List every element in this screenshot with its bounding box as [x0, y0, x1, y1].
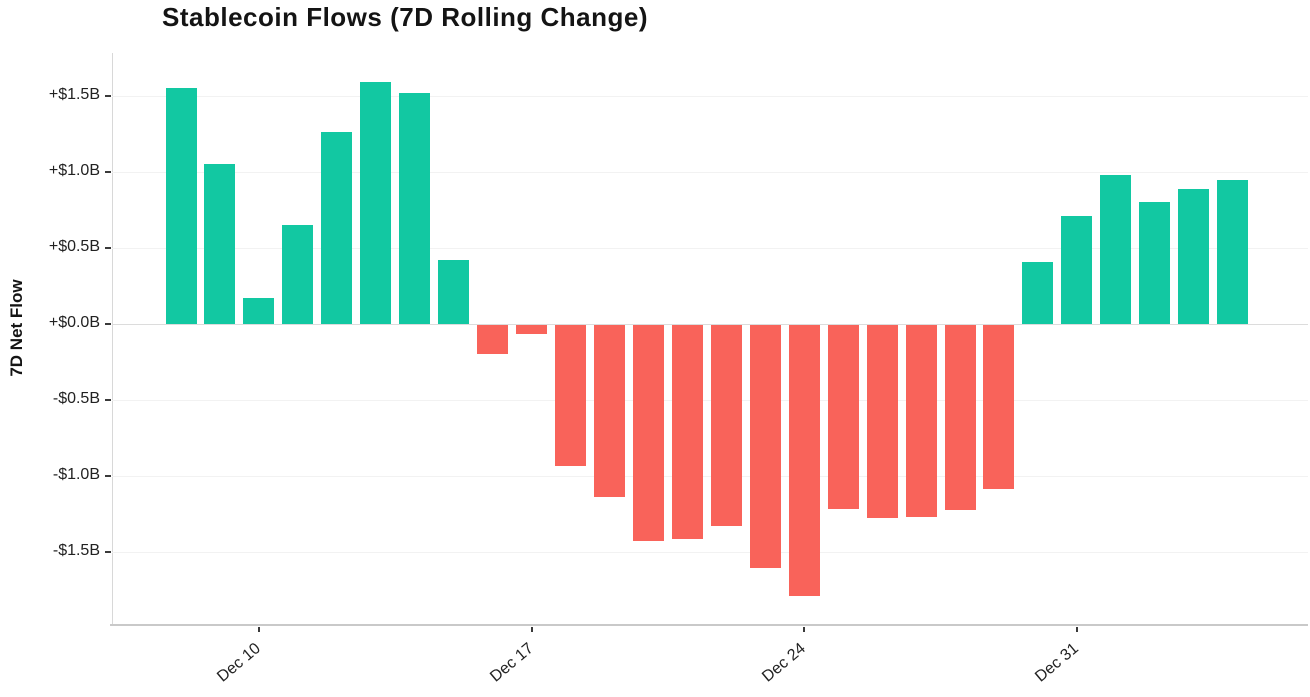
x-tick-label: Dec 17 [486, 640, 537, 686]
bar-dec-9[interactable] [204, 164, 236, 324]
bar-dec-19[interactable] [593, 325, 625, 497]
y-axis-tick [105, 551, 111, 553]
zero-baseline [112, 324, 1308, 325]
chart-title: Stablecoin Flows (7D Rolling Change) [162, 2, 649, 32]
bar-dec-10[interactable] [243, 298, 275, 324]
bar-dec-12[interactable] [321, 132, 353, 324]
x-axis-tick [530, 627, 533, 632]
bar-dec-26[interactable] [866, 325, 898, 519]
bar-dec-29[interactable] [983, 325, 1015, 490]
bar-jan-3[interactable] [1178, 188, 1210, 324]
y-axis-tick [105, 399, 111, 401]
x-axis-tick [1075, 627, 1078, 632]
x-axis-tick [257, 627, 260, 632]
x-tick-label: Dec 10 [214, 640, 264, 686]
bar-dec-15[interactable] [438, 260, 470, 324]
bar-jan-1[interactable] [1100, 175, 1132, 324]
bar-jan-2[interactable] [1139, 202, 1171, 324]
bar-dec-8[interactable] [165, 88, 197, 324]
y-tick-label: +$0.5B [48, 238, 100, 255]
y-axis-tick [105, 95, 111, 97]
y-tick-label: +$1.5B [48, 86, 100, 103]
bar-dec-20[interactable] [632, 325, 664, 541]
bar-dec-30[interactable] [1022, 261, 1054, 324]
bar-dec-14[interactable] [399, 92, 431, 324]
y-tick-label: +$0.0B [48, 314, 100, 331]
bar-dec-31[interactable] [1061, 216, 1093, 324]
gridline [112, 248, 1308, 249]
bar-dec-16[interactable] [477, 325, 509, 354]
gridline [112, 172, 1308, 173]
bar-dec-24[interactable] [788, 325, 820, 596]
plot-area [112, 53, 1308, 625]
bar-dec-28[interactable] [944, 325, 976, 511]
bar-dec-25[interactable] [827, 325, 859, 509]
bar-dec-17[interactable] [516, 325, 548, 335]
x-tick-label: Dec 24 [759, 640, 810, 686]
bar-dec-13[interactable] [360, 82, 392, 324]
y-tick-label: -$0.5B [52, 390, 100, 407]
x-axis-line [110, 624, 1308, 626]
x-tick-label: Dec 31 [1032, 640, 1082, 686]
gridline [112, 552, 1308, 553]
gridline [112, 476, 1308, 477]
y-axis-tick [105, 323, 111, 325]
y-axis-line [112, 53, 113, 625]
y-axis-tick [105, 475, 111, 477]
bar-dec-22[interactable] [710, 325, 742, 526]
y-axis-tick [105, 171, 111, 173]
bar-dec-23[interactable] [749, 325, 781, 569]
gridline [112, 96, 1308, 97]
gridline [112, 400, 1308, 401]
bar-dec-11[interactable] [282, 225, 314, 324]
y-tick-label: -$1.0B [52, 466, 100, 483]
bar-jan-4[interactable] [1217, 179, 1249, 324]
bar-dec-21[interactable] [671, 325, 703, 540]
y-axis-tick [105, 247, 111, 249]
bar-dec-18[interactable] [555, 325, 586, 467]
y-tick-label: -$1.5B [52, 542, 100, 559]
bar-dec-27[interactable] [905, 325, 937, 517]
x-axis-tick [803, 627, 806, 632]
y-tick-label: +$1.0B [48, 162, 100, 179]
